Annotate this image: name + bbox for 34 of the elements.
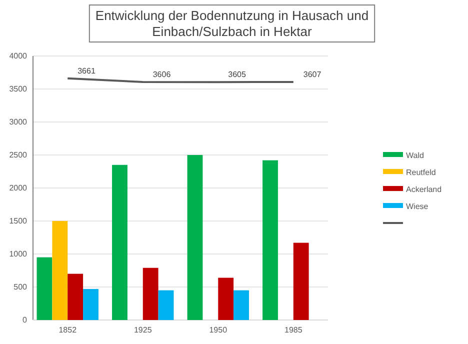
legend-label: Wald [406, 151, 424, 160]
data-label: 3661 [78, 66, 96, 76]
bar [234, 290, 249, 320]
chart-title: Entwicklung der Bodennutzung in Hausach und Einbach/Sulzbach in Hektar [95, 8, 369, 39]
legend-label: Wiese [406, 202, 429, 211]
x-tick-label: 1985 [284, 326, 303, 335]
x-tick-label: 1852 [58, 326, 78, 335]
data-label: 3605 [228, 70, 246, 80]
bar [187, 155, 203, 320]
bar [68, 274, 84, 320]
bar [218, 278, 234, 320]
bar [293, 242, 309, 320]
x-tick-label: 1925 [134, 326, 152, 335]
data-label: 3606 [152, 70, 172, 80]
bar [142, 268, 158, 320]
data-label: 3607 [303, 70, 322, 79]
y-tick-label: 4000 [9, 52, 28, 61]
y-tick-label: 2500 [9, 150, 28, 160]
bar [262, 160, 278, 320]
bar [83, 288, 98, 320]
legend-label: Ackerland [406, 185, 442, 194]
y-tick-label: 2000 [9, 184, 28, 193]
bar [52, 221, 68, 320]
y-tick-label: 1000 [9, 250, 28, 259]
y-tick-label: 500 [14, 282, 28, 292]
y-tick-label: 1500 [9, 216, 28, 226]
bar [112, 164, 128, 320]
x-tick-label: 1950 [209, 326, 228, 335]
bar [158, 290, 174, 320]
legend-label: Reutfeld [406, 168, 436, 177]
y-tick-label: 3000 [9, 118, 28, 127]
y-tick-label: 3500 [9, 84, 28, 94]
bar [36, 257, 52, 320]
y-tick-label: 0 [22, 316, 28, 325]
